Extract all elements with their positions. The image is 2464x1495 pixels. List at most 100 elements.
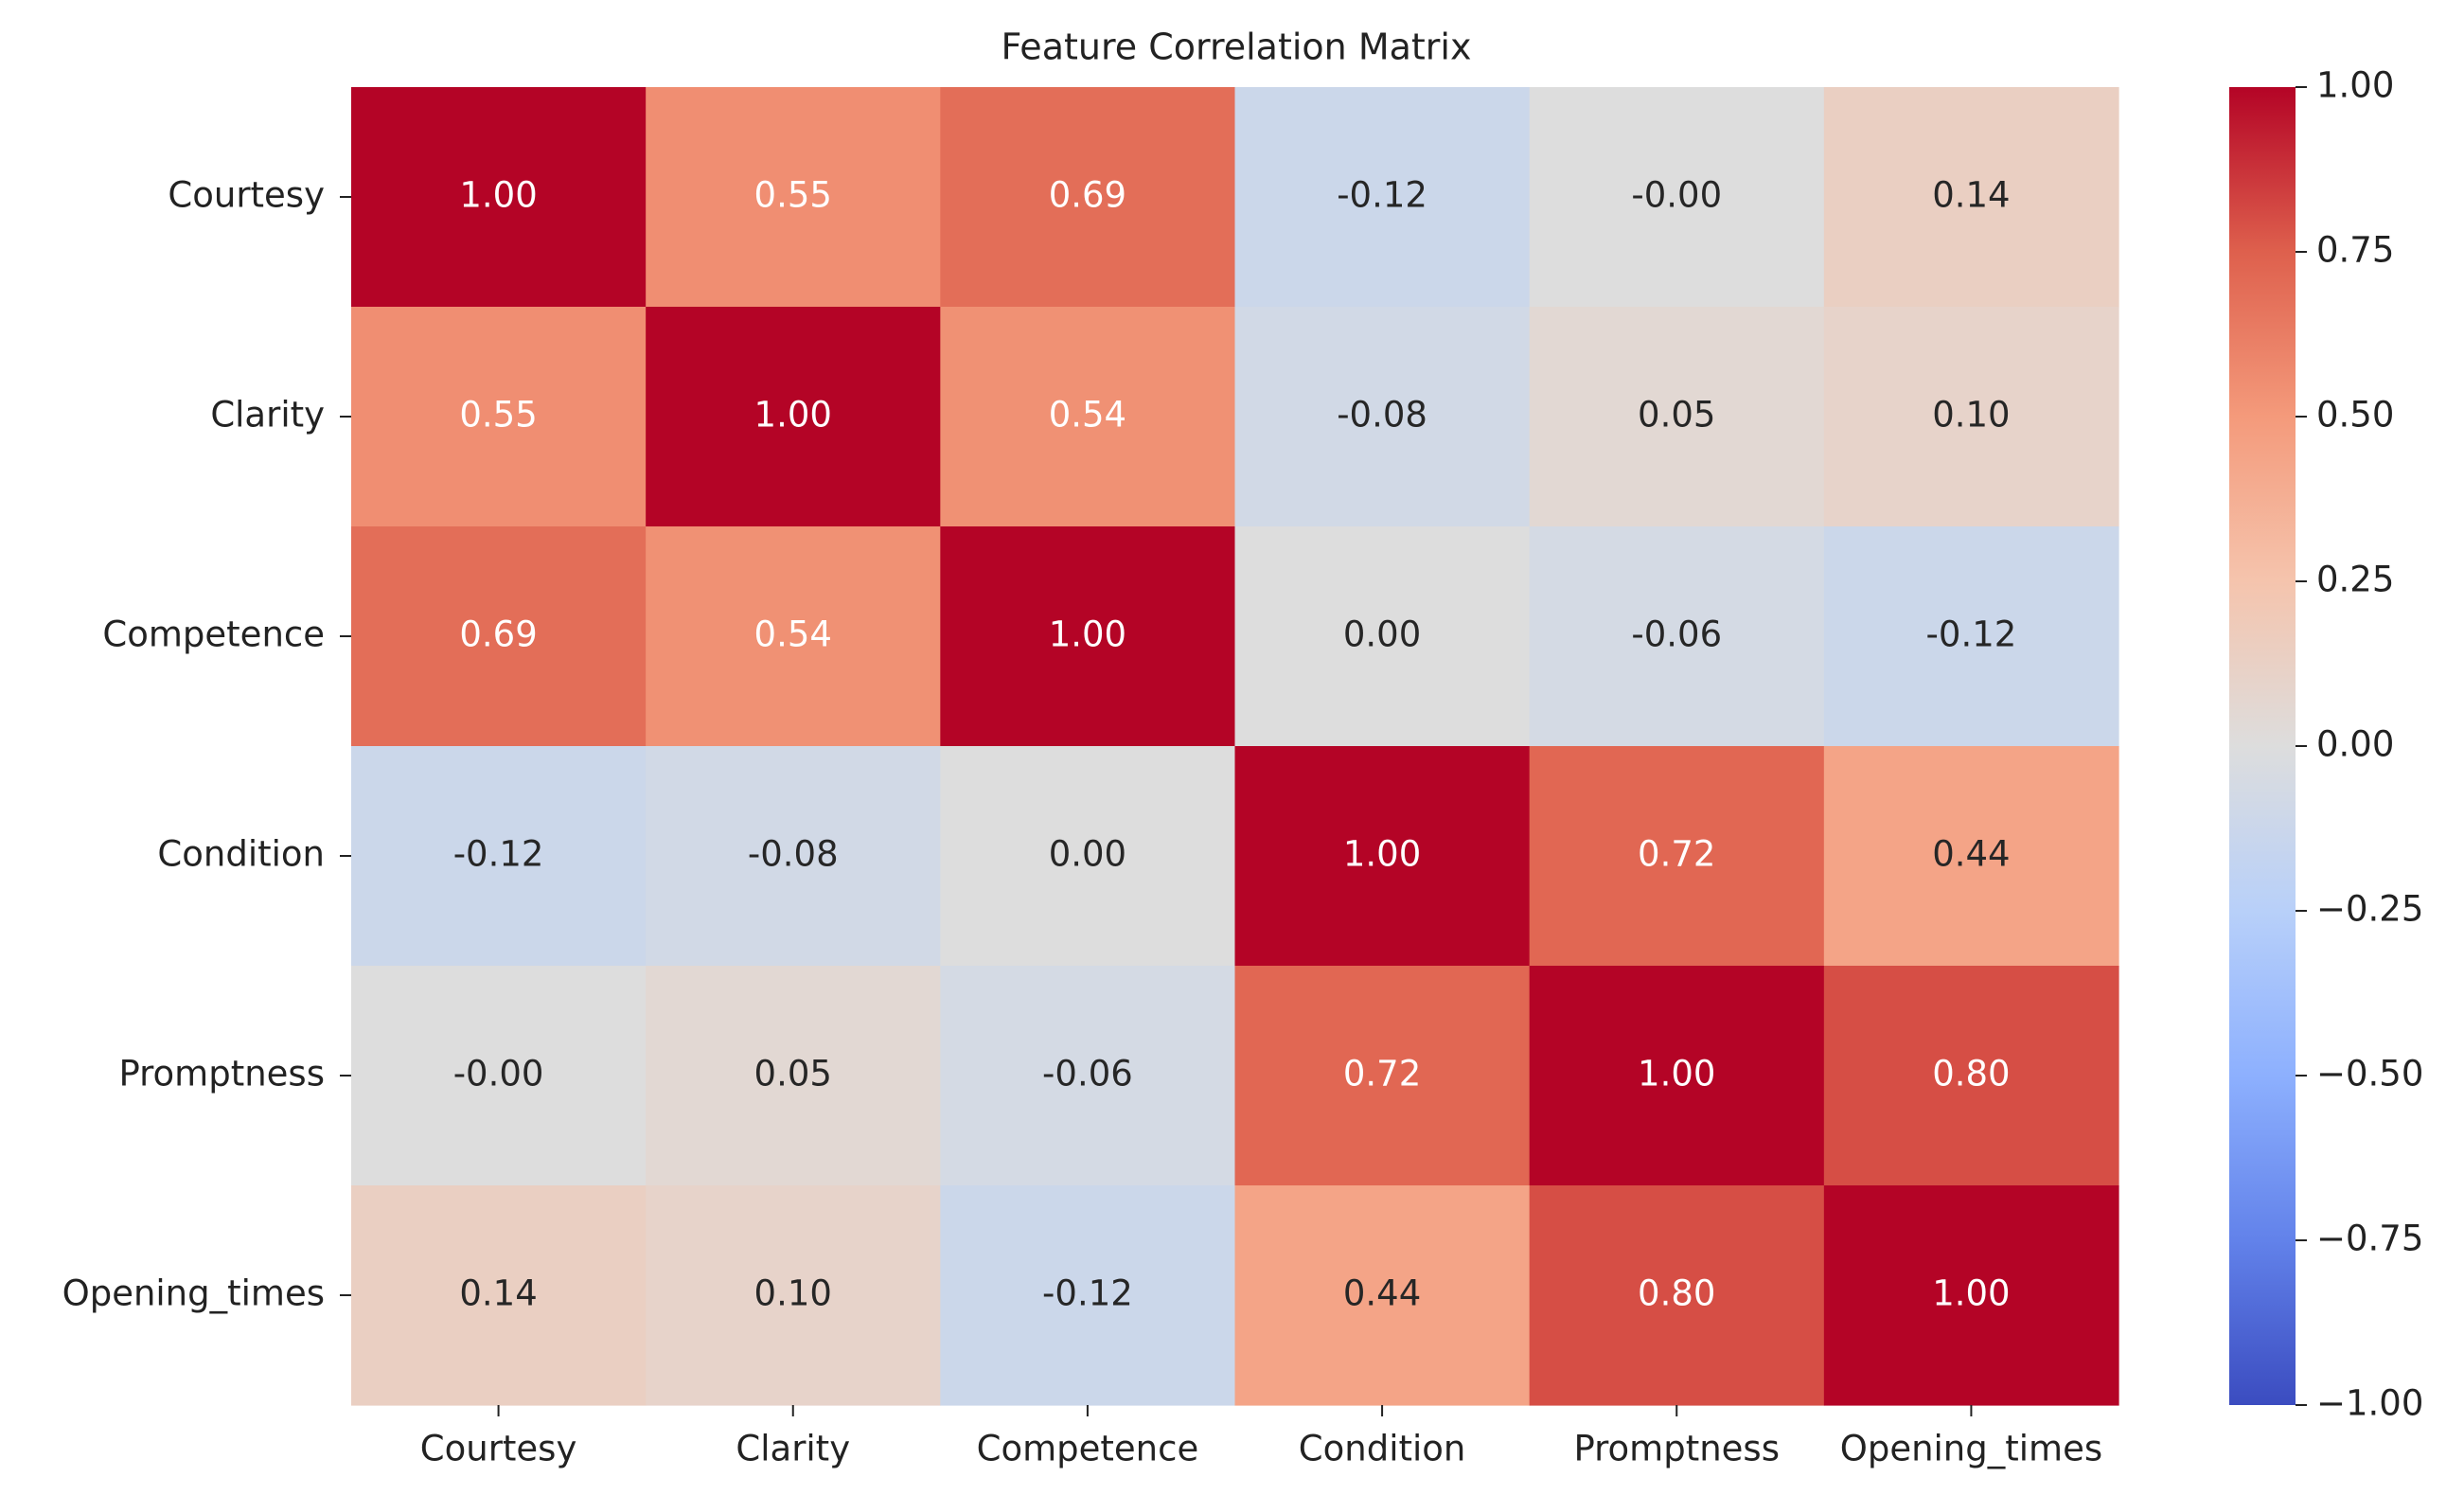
heatmap-cells (351, 87, 2119, 1406)
colorbar-tick-label: 1.00 (2316, 65, 2394, 106)
heatmap-cell (1234, 307, 1531, 527)
colorbar-tick-label: −1.00 (2316, 1383, 2423, 1424)
cell-value-label: 0.14 (1932, 175, 2010, 216)
colorbar-tick-label: 0.50 (2316, 395, 2394, 436)
cell-value-label: 0.00 (1343, 614, 1421, 655)
heatmap-cell (646, 966, 941, 1186)
heatmap-cell (1234, 746, 1531, 967)
colorbar: 1.00 0.75 0.50 0.25 0.00 −0.25 −0.50 −0.75 −1.00 (2229, 65, 2423, 1424)
heatmap-cell (646, 526, 941, 747)
heatmap-cell (646, 746, 941, 967)
cell-value-label: 1.00 (1343, 834, 1421, 875)
cell-value-label: 0.00 (1049, 834, 1126, 875)
heatmap-cell (646, 87, 941, 308)
heatmap-cell (1529, 87, 1825, 308)
cell-value-label: 0.72 (1638, 834, 1715, 875)
heatmap-cell (940, 526, 1236, 747)
cell-value-label: 0.80 (1932, 1054, 2010, 1095)
heatmap-cell (1234, 966, 1531, 1186)
heatmap-cell (940, 746, 1236, 967)
heatmap-cell-labels: 1.00 0.55 0.69 -0.12 -0.00 0.14 0.55 1.00 0.54 -0… (453, 175, 2017, 1314)
heatmap-cell (646, 1185, 941, 1406)
cell-value-label: 0.55 (459, 395, 537, 436)
heatmap-cell (351, 746, 647, 967)
cell-value-label: 0.10 (1932, 395, 2010, 436)
colorbar-tick-label: −0.25 (2316, 889, 2423, 930)
heatmap-cell (1823, 526, 2119, 747)
heatmap-cell (1529, 307, 1825, 527)
heatmap-cell (1529, 746, 1825, 967)
heatmap-cell (351, 526, 647, 747)
heatmap-cell (940, 966, 1236, 1186)
x-tick-label: Promptness (1573, 1429, 1780, 1469)
cell-value-label: 1.00 (1049, 614, 1126, 655)
cell-value-label: -0.06 (1042, 1054, 1133, 1095)
colorbar-tick-label: 0.00 (2316, 724, 2394, 765)
x-tick-label: Competence (977, 1429, 1199, 1469)
heatmap-cell (351, 966, 647, 1186)
heatmap-cell (1529, 526, 1825, 747)
x-tick-label: Condition (1299, 1429, 1466, 1469)
x-axis: Courtesy Clarity Competence Condition Prompt… (420, 1405, 2102, 1469)
cell-value-label: 1.00 (1932, 1273, 2010, 1314)
cell-value-label: -0.12 (1926, 614, 2017, 655)
cell-value-label: -0.12 (1337, 175, 1427, 216)
cell-value-label: 0.05 (1638, 395, 1715, 436)
y-tick-label: Opening_times (62, 1273, 325, 1314)
cell-value-label: 0.54 (1049, 395, 1126, 436)
heatmap-cell (1823, 746, 2119, 967)
cell-value-label: 0.44 (1343, 1273, 1421, 1314)
cell-value-label: -0.06 (1631, 614, 1722, 655)
x-tick-label: Opening_times (1840, 1429, 2102, 1469)
cell-value-label: 0.69 (459, 614, 537, 655)
x-tick-label: Clarity (736, 1429, 850, 1469)
y-tick-label: Competence (102, 614, 325, 655)
colorbar-tick-label: 0.75 (2316, 230, 2394, 271)
heatmap-cell (1234, 87, 1531, 308)
colorbar-tick-label: −0.50 (2316, 1054, 2423, 1095)
y-tick-label: Clarity (210, 395, 325, 436)
cell-value-label: 1.00 (1638, 1054, 1715, 1095)
cell-value-label: 1.00 (754, 395, 832, 436)
cell-value-label: -0.08 (748, 834, 839, 875)
cell-value-label: 0.72 (1343, 1054, 1421, 1095)
cell-value-label: 0.80 (1638, 1273, 1715, 1314)
cell-value-label: -0.08 (1337, 395, 1427, 436)
colorbar-gradient (2229, 87, 2296, 1405)
heatmap-cell (1823, 307, 2119, 527)
cell-value-label: -0.00 (453, 1054, 544, 1095)
y-tick-label: Promptness (118, 1054, 325, 1095)
cell-value-label: 0.05 (754, 1054, 832, 1095)
y-axis: Courtesy Clarity Competence Condition Prompt… (62, 175, 351, 1314)
colorbar-tick-label: −0.75 (2316, 1219, 2423, 1259)
cell-value-label: 0.44 (1932, 834, 2010, 875)
x-tick-label: Courtesy (420, 1429, 577, 1469)
cell-value-label: -0.12 (1042, 1273, 1133, 1314)
y-tick-label: Condition (157, 834, 325, 875)
heatmap-cell (1823, 1185, 2119, 1406)
heatmap-cell (940, 1185, 1236, 1406)
cell-value-label: 0.55 (754, 175, 832, 216)
heatmap-cell (1234, 526, 1531, 747)
heatmap-cell (351, 1185, 647, 1406)
heatmap-cell (940, 307, 1236, 527)
heatmap-cell (1529, 1185, 1825, 1406)
cell-value-label: 1.00 (459, 175, 537, 216)
heatmap-cell (1823, 87, 2119, 308)
y-tick-label: Courtesy (168, 175, 325, 216)
heatmap-cell (646, 307, 941, 527)
cell-value-label: -0.00 (1631, 175, 1722, 216)
colorbar-tick-label: 0.25 (2316, 560, 2394, 600)
cell-value-label: 0.69 (1049, 175, 1126, 216)
heatmap-cell (1234, 1185, 1531, 1406)
heatmap-cell (351, 87, 647, 308)
heatmap-cell (1823, 966, 2119, 1186)
heatmap-cell (351, 307, 647, 527)
heatmap-cell (1529, 966, 1825, 1186)
chart-title: Feature Correlation Matrix (1002, 27, 1472, 68)
cell-value-label: -0.12 (453, 834, 544, 875)
cell-value-label: 0.54 (754, 614, 832, 655)
cell-value-label: 0.14 (459, 1273, 537, 1314)
cell-value-label: 0.10 (754, 1273, 832, 1314)
